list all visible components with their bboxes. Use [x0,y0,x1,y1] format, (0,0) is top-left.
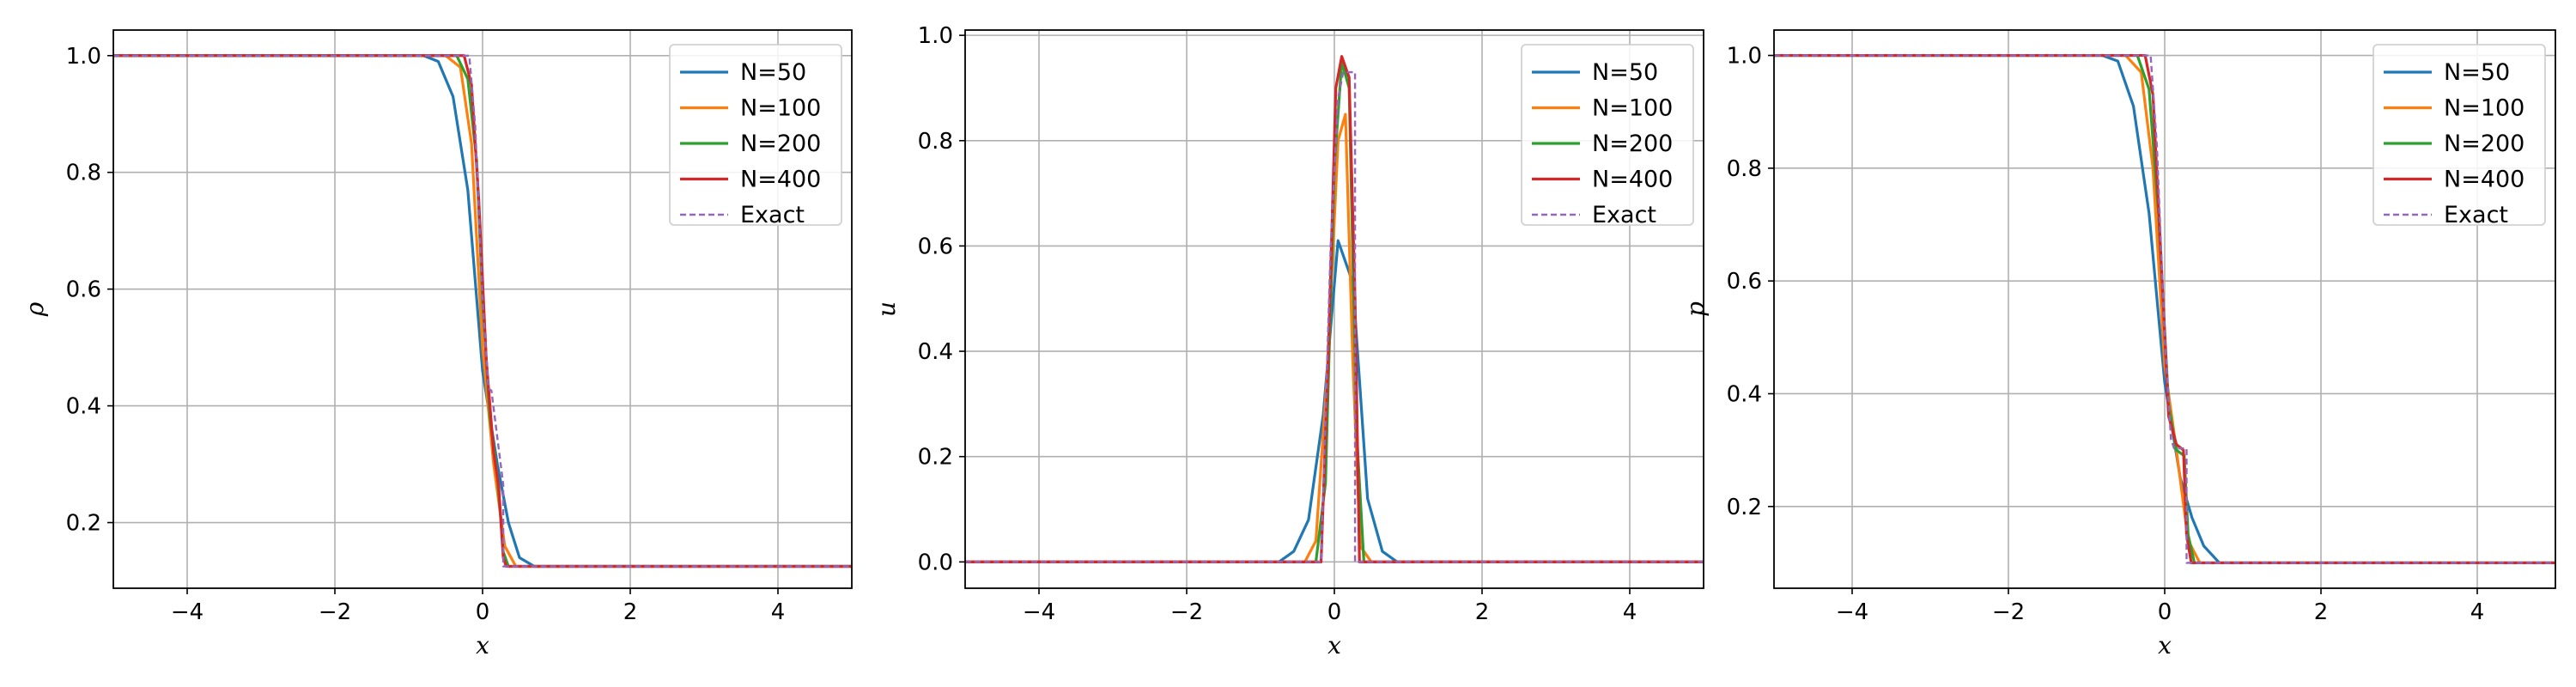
legend-label-n200: N=200 [1592,131,1673,157]
subplot-velocity: −4 −2 0 2 4 0.0 0.2 0.4 0.6 0.8 1.0 x u N=50 N=100 N=20… [872,23,1704,660]
y-axis-label: ρ [21,301,49,317]
y-tick-label: 1.0 [66,44,101,70]
y-tick-label: 0.2 [918,445,953,471]
series-line-n100 [965,112,1704,563]
y-tick-label: 0.4 [1727,381,1762,407]
y-tick-label: 0.0 [918,550,953,575]
x-axis-label: x [1327,631,1341,660]
series-line-n50 [965,239,1704,563]
legend-label-n400: N=400 [2444,167,2524,193]
y-tick-label: 0.4 [918,339,953,365]
y-tick-label: 0.2 [1727,495,1762,520]
x-tick-label: 2 [1475,599,1490,625]
x-tick-label: −4 [171,599,204,625]
y-axis-label: p [1681,301,1710,317]
x-axis-label: x [2158,631,2172,660]
x-tick-label: −4 [1023,599,1055,625]
x-tick-label: 0 [476,599,490,625]
y-axis-label: u [872,301,901,317]
y-tick-label: 1.0 [1727,44,1762,70]
series-line-n50 [1774,53,2555,565]
legend-label-n200: N=200 [2444,131,2524,157]
x-tick-label: 4 [2470,599,2485,625]
y-tick-label: 0.2 [66,511,101,537]
x-tick-label: 2 [623,599,638,625]
legend-label-n100: N=100 [1592,95,1673,122]
series-line-n50 [113,54,852,568]
x-tick-label: 0 [1327,599,1342,625]
x-axis-label: x [476,631,489,660]
x-tick-label: 4 [1623,599,1637,625]
series-line-n100 [1774,53,2555,565]
x-tick-label: −2 [1992,599,2025,625]
legend-label-n50: N=50 [740,59,806,86]
legend-label-n50: N=50 [2444,59,2510,86]
x-tick-label: 0 [2158,599,2172,625]
series-line-exact [965,70,1704,563]
x-tick-label: 2 [2314,599,2329,625]
legend: N=50 N=100 N=200 N=400 Exact [2372,44,2546,228]
legend-label-exact: Exact [1592,202,1656,228]
legend-label-exact: Exact [740,202,805,228]
subplot-pressure: −4 −2 0 2 40.20.40.60.81.0xpN=50N=100N=200N=… [1681,29,2556,660]
series-group [1774,53,2555,565]
y-tick-label: 0.8 [66,161,101,186]
series-group [113,54,852,568]
series-group [965,55,1704,563]
y-tick-label: 0.4 [66,394,101,420]
legend-label-n50: N=50 [1592,59,1658,86]
series-line-exact [113,54,852,568]
legend-label-n400: N=400 [1592,167,1673,193]
legend: N=50 N=100 N=200 N=400 Exact [1521,44,1694,228]
subplot-density: −4 −2 0 2 40.20.40.60.81.0xρN=50N=100N=200N=… [21,29,853,660]
y-tick-label: 0.6 [66,277,101,303]
legend-label-n100: N=100 [740,95,821,122]
series-line-exact [1774,54,2555,564]
x-tick-label: −2 [319,599,351,625]
legend-label-n200: N=200 [740,131,821,157]
x-tick-label: −4 [1836,599,1868,625]
legend-label-n400: N=400 [740,167,821,193]
y-tick-label: 0.6 [1727,269,1762,295]
legend-label-n100: N=100 [2444,95,2524,122]
y-tick-label: 0.8 [1727,156,1762,182]
x-tick-label: −2 [1170,599,1203,625]
y-tick-label: 0.8 [918,129,953,155]
y-tick-label: 0.6 [918,234,953,259]
legend-label-exact: Exact [2444,202,2508,228]
y-tick-label: 1.0 [918,23,953,49]
series-line-n400 [1774,53,2555,565]
x-tick-label: 4 [771,599,786,625]
series-line-n400 [113,54,852,568]
legend: N=50 N=100 N=200 N=400 Exact [669,44,842,228]
series-line-n100 [113,54,852,568]
